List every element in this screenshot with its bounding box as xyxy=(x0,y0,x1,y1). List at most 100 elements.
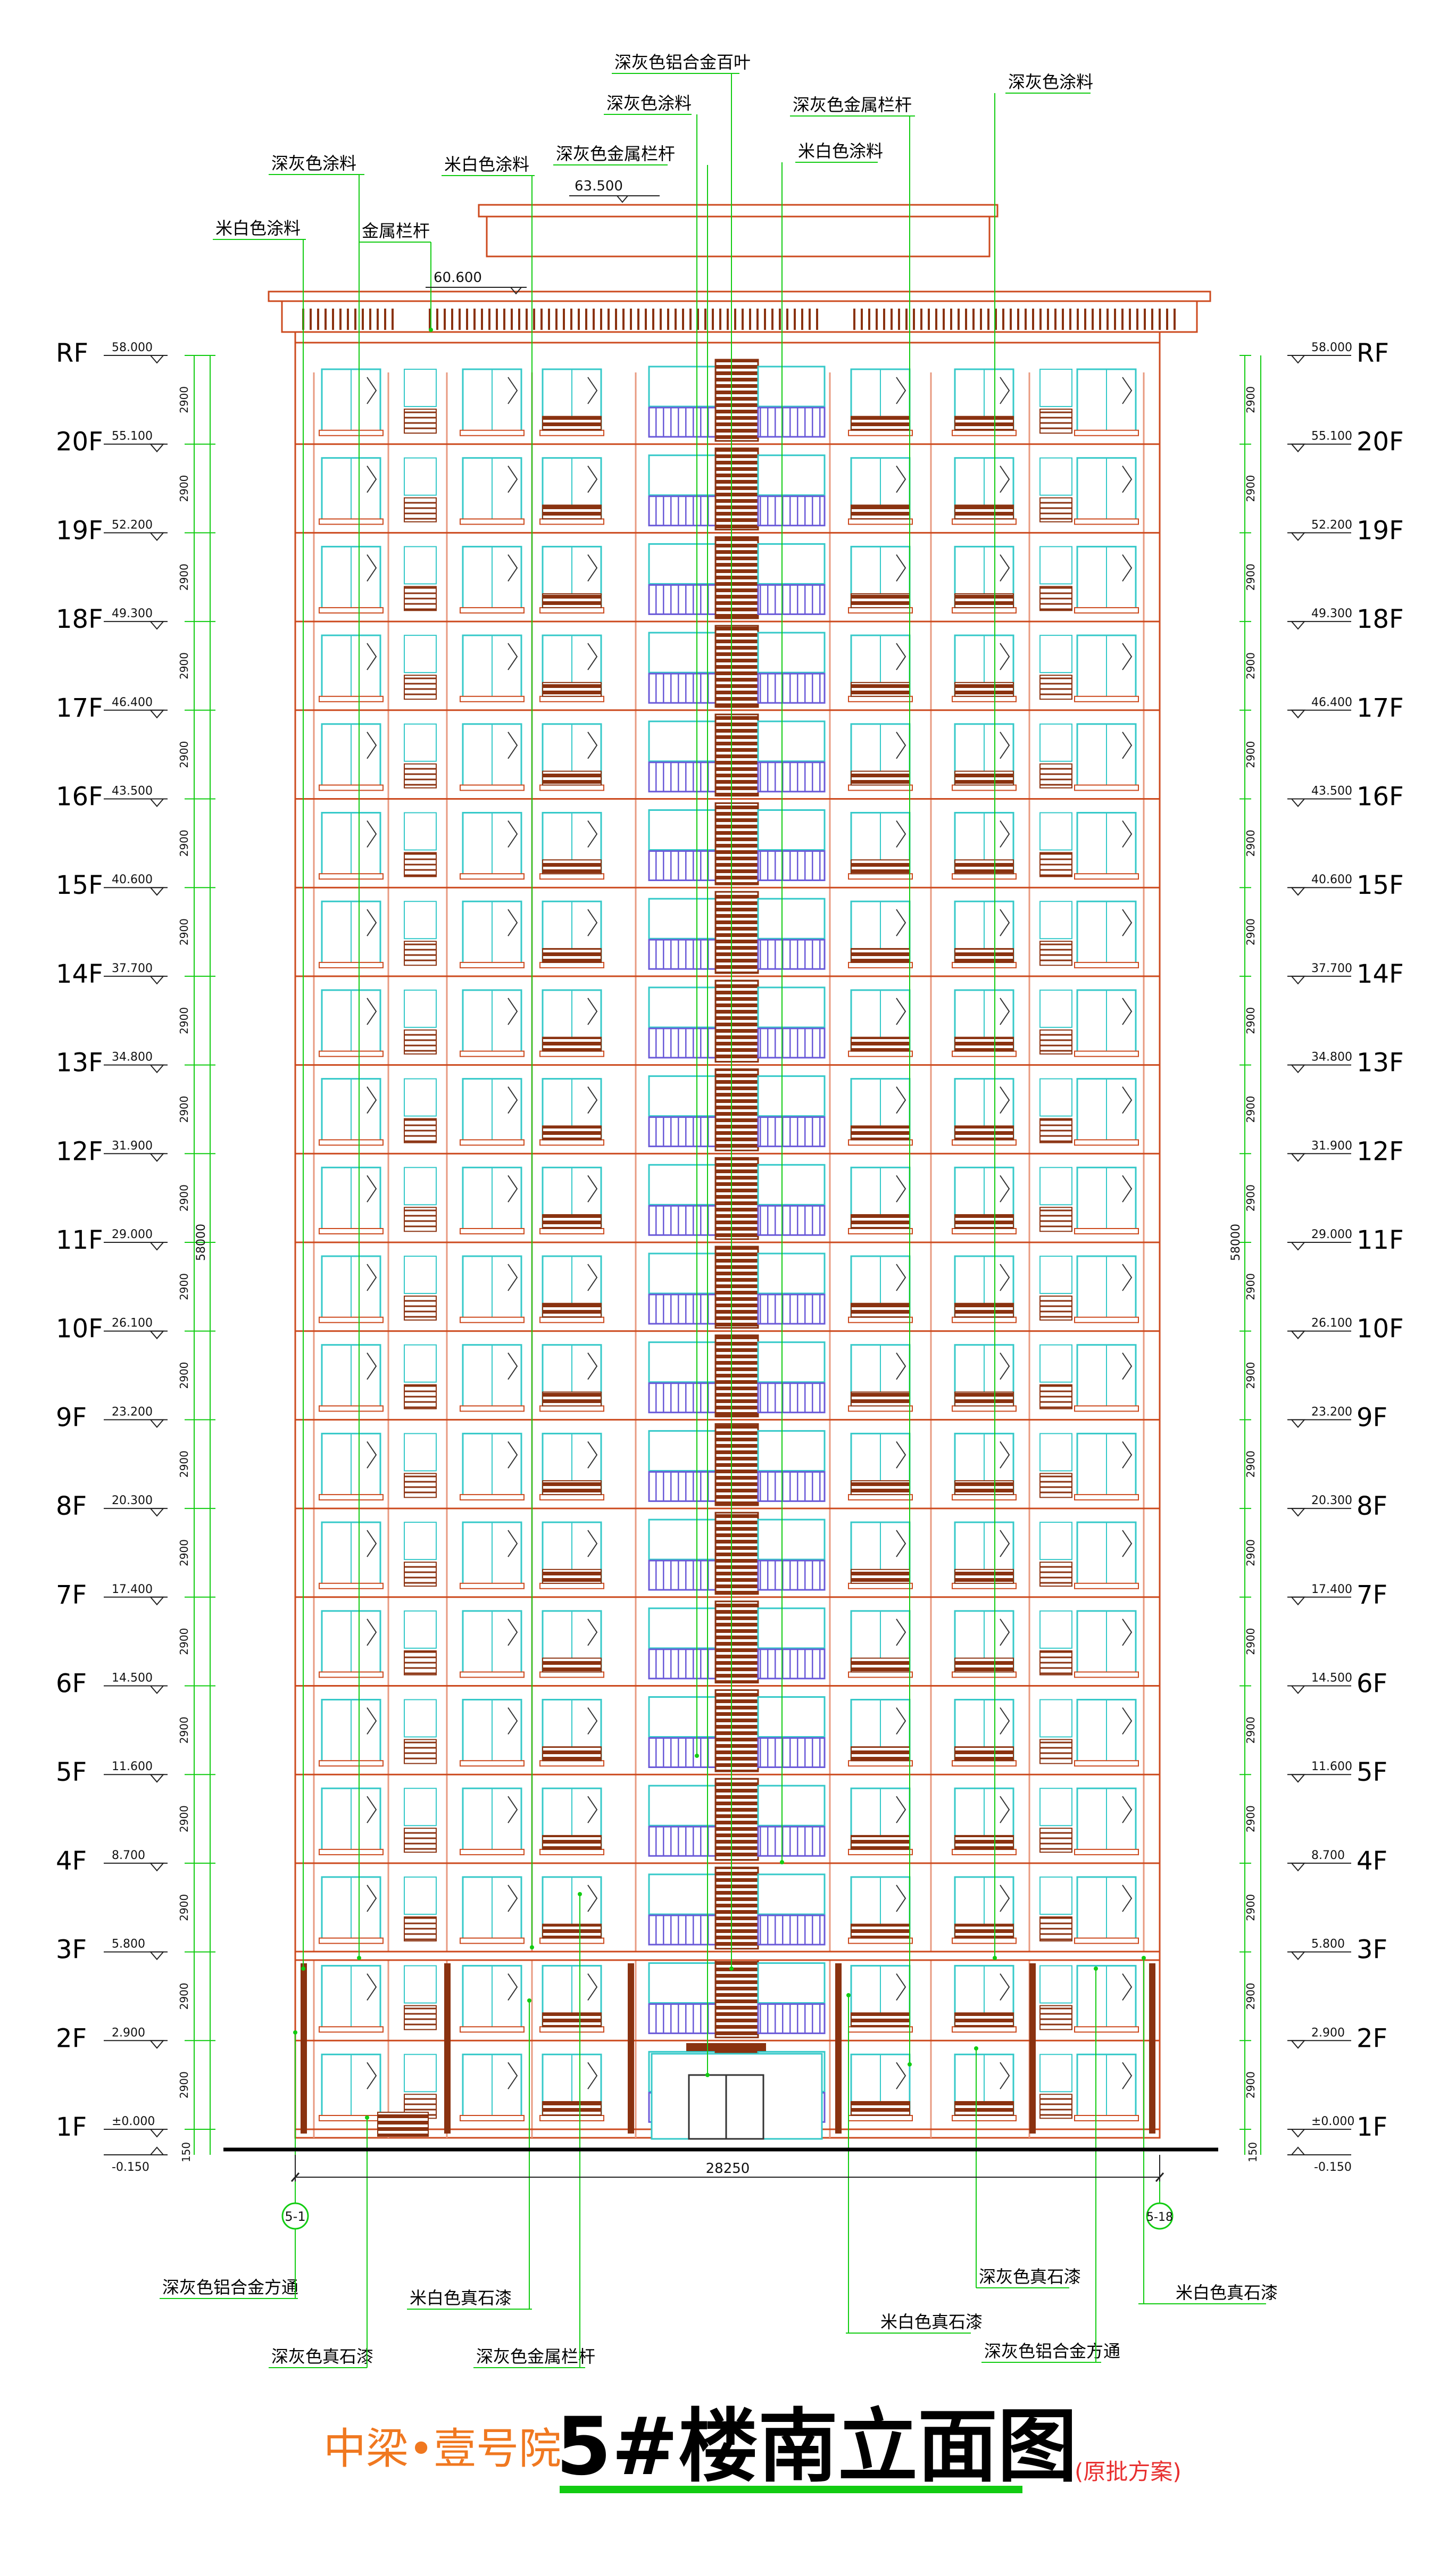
window-sill xyxy=(319,784,384,791)
right-level-elevation: 20.300 xyxy=(1311,1494,1352,1507)
left-level-triangle xyxy=(149,621,165,630)
right-level-label: 9F xyxy=(1357,1403,1387,1432)
window-swing-mark xyxy=(896,554,906,582)
callout-top-label: 米白色涂料 xyxy=(444,154,529,175)
window-swing-mark xyxy=(507,1352,518,1380)
window-sill xyxy=(539,1050,604,1057)
balcony-glass xyxy=(648,1430,717,1472)
window-sill xyxy=(1074,1139,1139,1146)
right-floor-height: 2900 xyxy=(1244,1805,1257,1832)
right-level-label: 15F xyxy=(1357,870,1404,900)
right-level-label: 12F xyxy=(1357,1136,1404,1166)
ac-louver xyxy=(851,1480,910,1496)
window-sill xyxy=(539,784,604,791)
callout-top-dot xyxy=(429,328,433,332)
right-level-elevation: 11.600 xyxy=(1311,1760,1352,1773)
window-swing-mark xyxy=(1000,909,1010,936)
ac-louver xyxy=(542,2101,602,2116)
narrow-window xyxy=(1039,989,1072,1028)
left-level-label: 19F xyxy=(56,516,103,545)
right-base-dim: 150 xyxy=(1246,2142,1259,2162)
window-sill xyxy=(460,1316,525,1323)
balcony-glass xyxy=(648,1518,717,1561)
window-swing-mark xyxy=(1000,1530,1010,1557)
ac-louver xyxy=(954,1214,1014,1229)
ac-louver xyxy=(542,416,602,431)
left-floor-height: 2900 xyxy=(178,1539,190,1566)
aluminum-louver xyxy=(714,802,759,885)
window-sill xyxy=(319,695,384,702)
window-swing-mark xyxy=(587,998,598,1025)
balcony-glass xyxy=(648,454,717,496)
window-swing-mark xyxy=(1122,1973,1133,2001)
window-sill xyxy=(1074,1582,1139,1589)
window-sill xyxy=(952,2026,1017,2033)
right-level-triangle xyxy=(1290,621,1306,630)
narrow-window xyxy=(404,635,437,674)
balcony-railing xyxy=(757,495,826,527)
left-floor-height: 2900 xyxy=(178,1805,190,1832)
window-swing-mark xyxy=(587,909,598,936)
window-sill xyxy=(848,2026,913,2033)
right-total-height: 58000 xyxy=(1229,1224,1243,1261)
window-swing-mark xyxy=(896,998,906,1025)
window-sill xyxy=(319,2026,384,2033)
window-sill xyxy=(460,1671,525,1678)
window-swing-mark xyxy=(1000,820,1010,848)
right-level-triangle xyxy=(1290,1596,1306,1606)
window-swing-mark xyxy=(1122,466,1133,493)
ac-grille xyxy=(404,1562,437,1587)
balcony-railing xyxy=(648,850,717,881)
balcony-glass xyxy=(757,1075,826,1117)
ac-louver xyxy=(954,1569,1014,1584)
right-level-triangle xyxy=(1290,1951,1306,1961)
left-level-label: 16F xyxy=(56,782,103,812)
right-floor-height: 2900 xyxy=(1244,1628,1257,1655)
window-swing-mark xyxy=(896,1086,906,1114)
right-level-elevation: 55.100 xyxy=(1311,430,1352,443)
window-sill xyxy=(539,1139,604,1146)
window-sill xyxy=(539,607,604,614)
ac-louver xyxy=(954,859,1014,875)
narrow-window xyxy=(1039,546,1072,585)
ac-louver xyxy=(542,1036,602,1052)
right-level-elevation: 31.900 xyxy=(1311,1139,1352,1152)
window-swing-mark xyxy=(507,732,518,759)
ac-louver xyxy=(851,416,910,431)
left-level-elevation: 5.800 xyxy=(112,1938,145,1951)
window-sill xyxy=(539,1848,604,1855)
left-level-elevation: 34.800 xyxy=(112,1051,153,1064)
narrow-window xyxy=(1039,1433,1072,1472)
ac-louver xyxy=(954,1302,1014,1318)
window-sill xyxy=(460,1405,525,1412)
window-sill xyxy=(1074,1316,1139,1323)
podium-dark-column xyxy=(301,1963,307,2134)
left-level-label: 5F xyxy=(56,1757,87,1787)
left-level-elevation: 20.300 xyxy=(112,1494,153,1507)
aluminum-louver xyxy=(714,891,759,974)
right-level-label: 1F xyxy=(1357,2112,1387,2142)
window-swing-mark xyxy=(367,1973,377,2001)
window-swing-mark xyxy=(587,377,598,404)
window-swing-mark xyxy=(896,1619,906,1646)
right-level-triangle xyxy=(1290,709,1306,719)
window-sill xyxy=(539,1228,604,1234)
right-level-elevation: 58.000 xyxy=(1311,341,1352,354)
window-swing-mark xyxy=(896,820,906,848)
right-level-triangle xyxy=(1290,532,1306,541)
right-floor-height: 2900 xyxy=(1244,1539,1257,1566)
left-level-label: 11F xyxy=(56,1225,103,1255)
ac-louver xyxy=(851,1036,910,1052)
window-sill xyxy=(952,961,1017,968)
narrow-window xyxy=(1039,812,1072,851)
window-sill xyxy=(539,518,604,525)
window-swing-mark xyxy=(367,1707,377,1735)
narrow-window xyxy=(404,1699,437,1738)
right-level-triangle xyxy=(1290,1774,1306,1783)
window-sill xyxy=(952,1671,1017,1678)
ac-grille xyxy=(404,1384,437,1409)
window-swing-mark xyxy=(1122,643,1133,670)
left-level-label: 10F xyxy=(56,1314,103,1344)
window-sill xyxy=(319,1671,384,1678)
right-level-elevation: 8.700 xyxy=(1311,1849,1345,1862)
